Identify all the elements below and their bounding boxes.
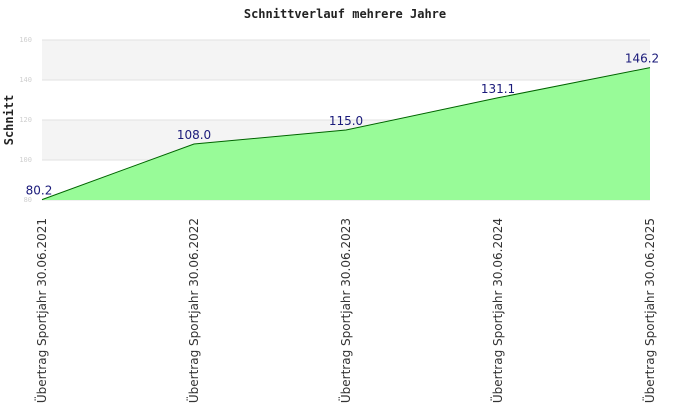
x-tick-label: Übertrag Sportjahr 30.06.2023 [337,218,353,403]
data-label: 108.0 [177,128,211,142]
y-tick-label: 120 [19,116,32,124]
x-tick-label: Übertrag Sportjahr 30.06.2022 [185,218,201,403]
x-tick-label: Übertrag Sportjahr 30.06.2025 [641,218,657,403]
data-labels: 80.2 108.0 115.0 131.1 146.2 [26,52,660,198]
data-label: 115.0 [329,114,363,128]
x-axis-ticks: Übertrag Sportjahr 30.06.2021 Übertrag Sp… [33,218,657,403]
x-tick-label: Übertrag Sportjahr 30.06.2024 [489,218,505,403]
chart-title: Schnittverlauf mehrere Jahre [244,7,446,21]
y-tick-label: 160 [19,36,32,44]
plot-band [42,40,650,80]
data-label: 146.2 [625,52,659,66]
y-axis-ticks: 80 100 120 140 160 [19,36,32,204]
x-tick-label: Übertrag Sportjahr 30.06.2021 [33,218,49,403]
data-label: 131.1 [481,82,515,96]
y-axis-label: Schnitt [2,95,16,146]
series-line [41,67,651,201]
data-label: 80.2 [26,184,53,198]
y-tick-label: 80 [24,196,32,204]
series-area [42,67,650,200]
y-tick-label: 140 [19,76,32,84]
y-tick-label: 100 [19,156,32,164]
